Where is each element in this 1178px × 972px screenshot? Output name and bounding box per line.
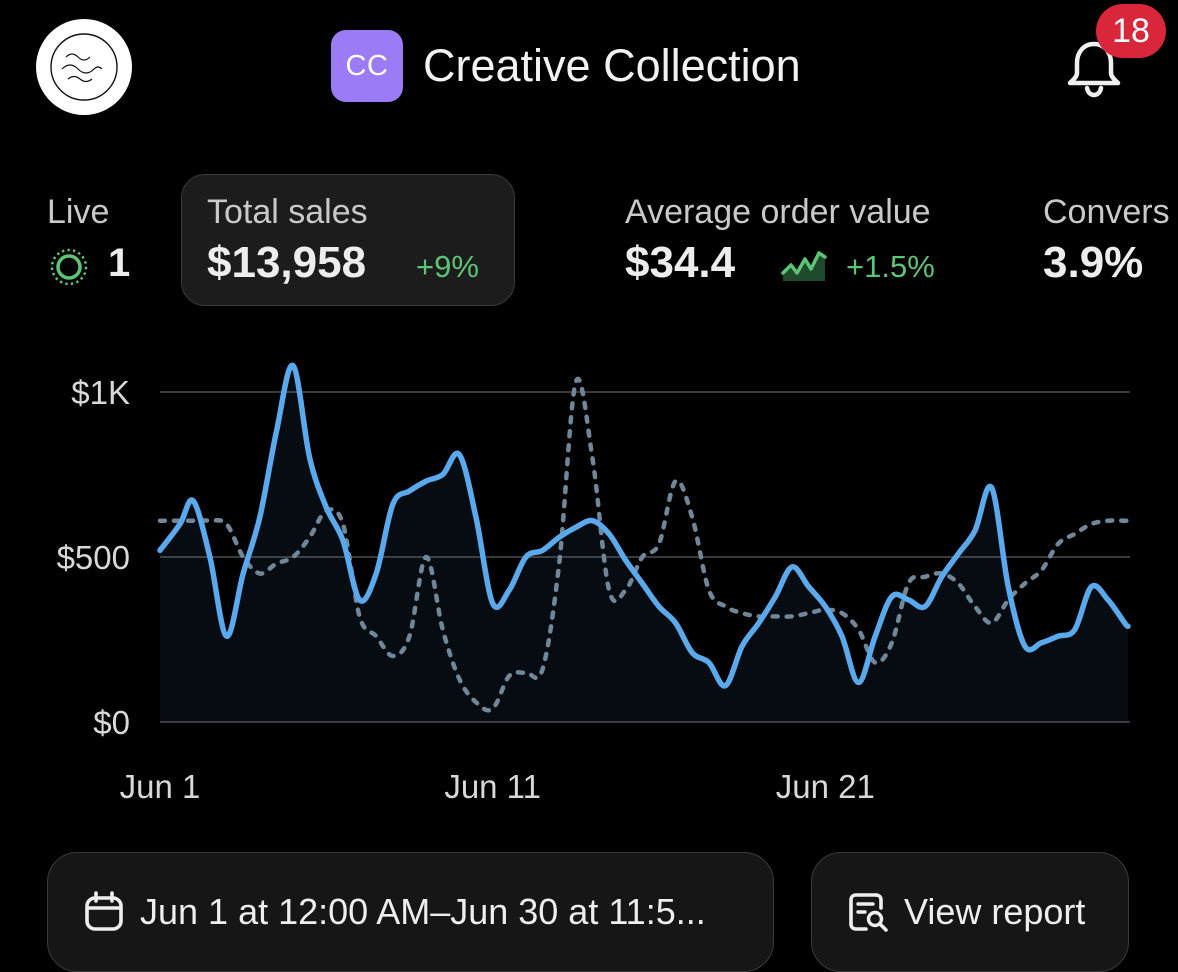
current-period-line xyxy=(157,362,1131,689)
total-sales-label: Total sales xyxy=(207,193,368,231)
bell-icon xyxy=(1067,41,1121,98)
y-axis-tick-label: $1K xyxy=(71,374,130,411)
average-order-value-delta: +1.5% xyxy=(846,249,935,284)
x-axis-tick-label: Jun 21 xyxy=(776,768,875,805)
average-order-value-value: $34.4 xyxy=(625,238,736,287)
store-name: Creative Collection xyxy=(423,40,801,91)
store-initials-badge: CC xyxy=(331,30,403,102)
store-switcher[interactable]: CC Creative Collection xyxy=(331,30,801,102)
live-label: Live xyxy=(47,193,110,231)
conversion-rate-value: 3.9% xyxy=(1043,238,1144,287)
calendar-icon xyxy=(85,891,123,931)
date-range-button[interactable]: Jun 1 at 12:00 AM–Jun 30 at 11:5... xyxy=(47,852,774,972)
notification-count-badge: 18 xyxy=(1096,4,1166,58)
sparkline-icon xyxy=(781,251,827,281)
y-axis-tick-label: $0 xyxy=(93,704,130,741)
current-period-area xyxy=(160,365,1128,722)
view-report-button[interactable]: View report xyxy=(811,852,1129,972)
x-axis-tick-label: Jun 1 xyxy=(120,768,201,805)
notifications-button[interactable] xyxy=(1062,36,1126,100)
date-range-label: Jun 1 at 12:00 AM–Jun 30 at 11:5... xyxy=(140,891,706,932)
live-visitors-value: 1 xyxy=(108,241,131,285)
conversion-rate-label: Convers xyxy=(1043,193,1170,231)
y-axis-tick-label: $500 xyxy=(57,539,130,576)
sales-chart[interactable]: $1K $500 $0 Jun 1 Jun 11 Jun 21 xyxy=(0,340,1178,810)
report-search-icon xyxy=(849,893,888,932)
store-logo-image xyxy=(50,33,118,101)
view-report-label: View report xyxy=(904,891,1086,932)
x-axis-tick-label: Jun 11 xyxy=(444,768,541,805)
total-sales-card[interactable] xyxy=(181,174,515,306)
total-sales-delta: +9% xyxy=(416,249,479,284)
total-sales-value: $13,958 xyxy=(207,238,367,287)
previous-period-line xyxy=(157,376,1131,713)
average-order-value-label: Average order value xyxy=(625,193,931,231)
live-pulse-icon xyxy=(50,248,88,286)
store-logo[interactable] xyxy=(36,19,132,115)
